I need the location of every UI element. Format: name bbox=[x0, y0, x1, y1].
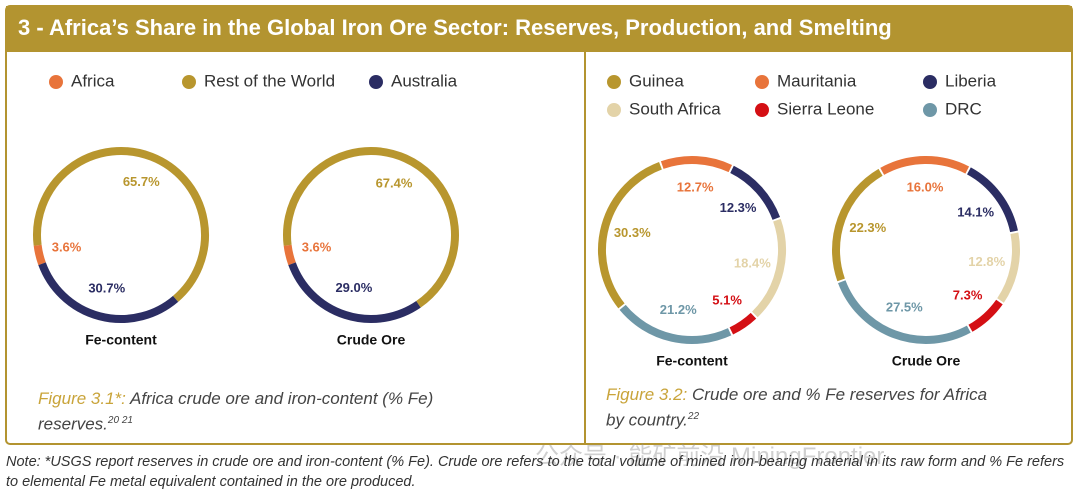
donut-segment bbox=[619, 304, 732, 344]
donut-segment bbox=[730, 165, 781, 220]
chart-subtitle: Fe-content bbox=[85, 332, 157, 348]
donut-segment bbox=[729, 312, 757, 335]
legend-marker bbox=[607, 103, 621, 117]
data-label: 12.3% bbox=[720, 200, 757, 215]
legend-label: Sierra Leone bbox=[777, 99, 874, 118]
caption-label: Figure 3.1*: bbox=[38, 389, 126, 408]
data-label: 7.3% bbox=[953, 287, 983, 302]
legend-marker bbox=[923, 103, 937, 117]
donut-segment bbox=[288, 262, 421, 323]
legend-marker bbox=[755, 75, 769, 89]
legend-marker bbox=[755, 103, 769, 117]
donut-segment bbox=[660, 156, 733, 173]
donut-segment bbox=[751, 218, 786, 318]
legend-marker bbox=[369, 75, 383, 89]
legend-marker bbox=[923, 75, 937, 89]
donut-segment bbox=[33, 147, 209, 302]
legend-label: Mauritania bbox=[777, 71, 857, 90]
caption-text: Crude ore and % Fe reserves for Africa b… bbox=[606, 385, 988, 430]
header-title: 3 - Africa’s Share in the Global Iron Or… bbox=[18, 15, 892, 40]
donut-segment bbox=[968, 299, 1003, 332]
legend-label: Liberia bbox=[945, 71, 997, 90]
donut-segment bbox=[283, 244, 296, 266]
donut-segment bbox=[832, 168, 883, 282]
legend-label: Guinea bbox=[629, 71, 684, 90]
legend-marker bbox=[49, 75, 63, 89]
chart-subtitle: Crude Ore bbox=[892, 353, 961, 369]
caption-refs: 20 21 bbox=[107, 415, 133, 426]
data-label: 21.2% bbox=[660, 302, 697, 317]
caption: Figure 3.1*: Africa crude ore and iron-c… bbox=[38, 388, 458, 436]
legend-marker bbox=[182, 75, 196, 89]
data-label: 12.8% bbox=[968, 254, 1005, 269]
donut-segment bbox=[997, 232, 1020, 303]
donut-segment bbox=[880, 156, 970, 175]
caption-refs: 22 bbox=[687, 411, 700, 422]
donut-segment bbox=[598, 161, 662, 309]
watermark: 公众号 · 能矿前沿 MiningFrontier bbox=[535, 443, 885, 470]
donut-segment bbox=[283, 147, 459, 308]
donut-segment bbox=[838, 280, 971, 344]
legend-marker bbox=[607, 75, 621, 89]
legend-label: DRC bbox=[945, 99, 982, 118]
donut-segment bbox=[966, 167, 1018, 233]
caption-text: Africa crude ore and iron-content (% Fe)… bbox=[38, 389, 434, 434]
note: Note: *USGS report reserves in crude ore… bbox=[6, 454, 1065, 490]
data-label: 14.1% bbox=[957, 204, 994, 219]
data-label: 5.1% bbox=[712, 293, 742, 308]
legend-label: Africa bbox=[71, 71, 115, 90]
legend-label: Rest of the World bbox=[204, 71, 335, 90]
donut-segment bbox=[33, 244, 46, 266]
data-label: 27.5% bbox=[886, 300, 923, 315]
data-label: 65.7% bbox=[123, 174, 160, 189]
data-label: 12.7% bbox=[677, 180, 714, 195]
chart-subtitle: Crude Ore bbox=[337, 332, 406, 348]
caption: Figure 3.2: Crude ore and % Fe reserves … bbox=[606, 384, 1006, 432]
data-label: 3.6% bbox=[302, 240, 332, 255]
legend-label: Australia bbox=[391, 71, 458, 90]
data-label: 30.7% bbox=[88, 281, 125, 296]
frame bbox=[5, 5, 1073, 445]
caption-label: Figure 3.2: bbox=[606, 385, 688, 404]
donut-segment bbox=[38, 262, 179, 323]
legend-label: South Africa bbox=[629, 99, 721, 118]
data-label: 22.3% bbox=[849, 220, 886, 235]
data-label: 29.0% bbox=[335, 280, 372, 295]
data-label: 67.4% bbox=[376, 175, 413, 190]
header-bar bbox=[6, 6, 1072, 52]
data-label: 30.3% bbox=[614, 225, 651, 240]
data-label: 16.0% bbox=[907, 179, 944, 194]
data-label: 18.4% bbox=[734, 256, 771, 271]
chart-subtitle: Fe-content bbox=[656, 353, 728, 369]
data-label: 3.6% bbox=[52, 240, 82, 255]
